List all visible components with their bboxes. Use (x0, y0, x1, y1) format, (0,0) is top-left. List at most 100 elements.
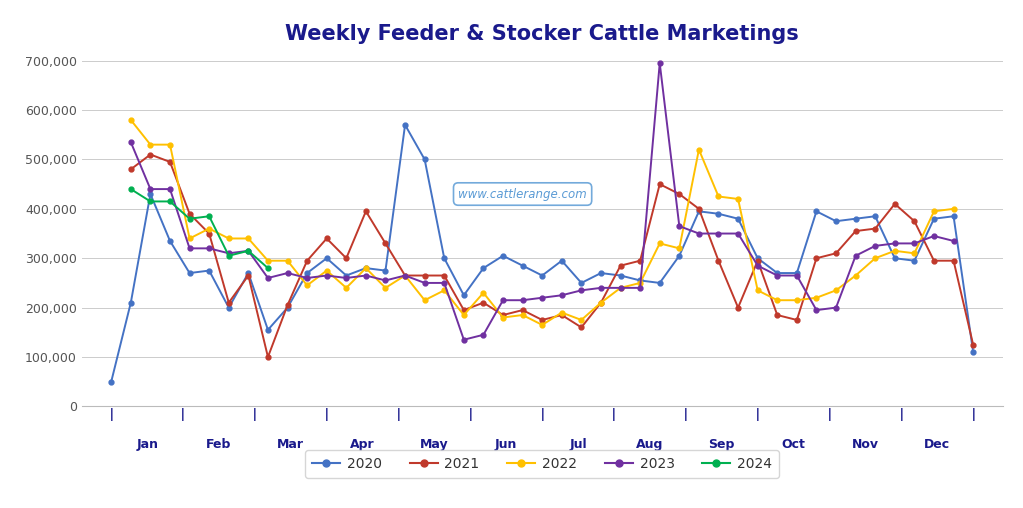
Text: Jul: Jul (569, 438, 587, 452)
Text: Jan: Jan (136, 438, 159, 452)
Text: Apr: Apr (350, 438, 375, 452)
2021 (320, 235, 332, 241)
2020 (203, 268, 215, 274)
2021 (399, 272, 411, 278)
2021 (849, 228, 861, 234)
2021 (810, 255, 822, 261)
Text: Feb: Feb (207, 438, 231, 452)
Text: Jun: Jun (495, 438, 518, 452)
2020 (341, 272, 353, 278)
2020 (791, 270, 803, 276)
2021 (752, 258, 764, 264)
Text: May: May (420, 438, 449, 452)
2020 (144, 191, 157, 197)
2020 (183, 270, 195, 276)
2020 (320, 255, 332, 261)
2021 (478, 300, 490, 306)
2020 (673, 252, 685, 259)
2020 (594, 270, 607, 276)
2020 (164, 238, 176, 244)
2021 (262, 354, 274, 360)
2020 (262, 327, 274, 333)
2021 (203, 231, 215, 237)
2021 (223, 300, 235, 306)
2021 (144, 151, 157, 157)
2020 (752, 255, 764, 261)
2021 (125, 166, 137, 172)
2021 (301, 258, 313, 264)
2021 (673, 191, 685, 197)
2020 (497, 252, 509, 259)
Text: Sep: Sep (709, 438, 735, 452)
2020 (380, 268, 392, 274)
2020 (849, 216, 861, 222)
2020 (301, 270, 313, 276)
Line: 2020: 2020 (108, 122, 976, 384)
2021 (594, 300, 607, 306)
2021 (967, 341, 979, 347)
2020 (870, 213, 882, 219)
2020 (928, 216, 940, 222)
2020 (889, 255, 901, 261)
2021 (908, 218, 921, 224)
2021 (889, 201, 901, 207)
2020 (360, 265, 372, 271)
2020 (967, 349, 979, 355)
2021 (360, 208, 372, 214)
2021 (380, 240, 392, 246)
2020 (555, 258, 568, 264)
2021 (693, 206, 705, 212)
Text: Nov: Nov (852, 438, 879, 452)
2020 (281, 305, 294, 311)
2020 (438, 255, 450, 261)
2021 (615, 263, 627, 269)
2020 (830, 218, 842, 224)
2021 (771, 312, 784, 318)
Text: Oct: Oct (782, 438, 805, 452)
2020 (399, 122, 411, 128)
2021 (654, 181, 666, 187)
2021 (536, 317, 548, 323)
2021 (164, 159, 176, 165)
2020 (634, 277, 647, 283)
2020 (478, 265, 490, 271)
2021 (438, 272, 450, 278)
Title: Weekly Feeder & Stocker Cattle Marketings: Weekly Feeder & Stocker Cattle Marketing… (285, 24, 799, 44)
2020 (693, 208, 705, 214)
2021 (928, 258, 940, 264)
Text: Mar: Mar (277, 438, 304, 452)
Text: www.cattlerange.com: www.cattlerange.com (458, 187, 587, 201)
2020 (242, 270, 255, 276)
2020 (536, 272, 548, 278)
2021 (517, 307, 529, 313)
2021 (457, 307, 470, 313)
2020 (771, 270, 784, 276)
2020 (654, 280, 666, 286)
2021 (731, 305, 744, 311)
2020 (731, 216, 744, 222)
2021 (418, 272, 431, 278)
2020 (908, 258, 921, 264)
Line: 2021: 2021 (128, 152, 976, 360)
2020 (615, 272, 627, 278)
2020 (223, 305, 235, 311)
2021 (183, 211, 195, 217)
2021 (242, 272, 255, 278)
2020 (418, 156, 431, 163)
2020 (810, 208, 822, 214)
2020 (947, 213, 960, 219)
2021 (712, 258, 724, 264)
2021 (634, 258, 647, 264)
2020 (712, 211, 724, 217)
Text: Dec: Dec (924, 438, 950, 452)
2020 (457, 292, 470, 298)
2021 (870, 226, 882, 232)
2021 (555, 312, 568, 318)
Text: Aug: Aug (636, 438, 664, 452)
2021 (497, 312, 509, 318)
2021 (947, 258, 960, 264)
2020 (575, 280, 587, 286)
2021 (791, 317, 803, 323)
2020 (125, 300, 137, 306)
2021 (281, 302, 294, 308)
